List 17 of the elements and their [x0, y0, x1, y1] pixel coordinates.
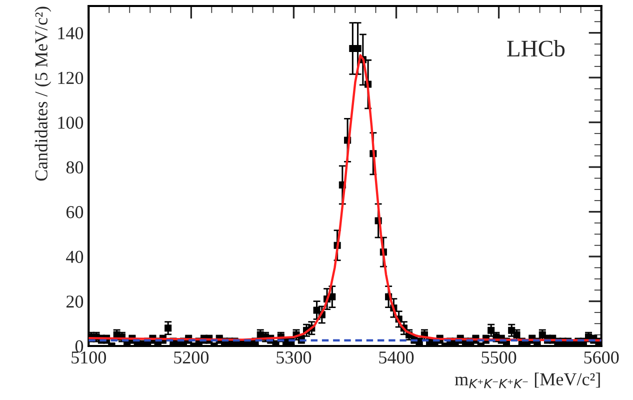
y-tick-label: 40 [66, 250, 84, 263]
x-tick-label: 5400 [379, 351, 414, 364]
annotation: LHCb [507, 40, 565, 57]
y-tick-label: 120 [58, 72, 84, 84]
y-tick-label: 100 [58, 116, 84, 129]
x-axis-title: m$_{K⁺K⁻K⁺K⁻}$ [MeV/c²] [454, 372, 600, 388]
x-tick-label: 5200 [174, 351, 209, 364]
y-tick-label: 0 [75, 340, 84, 352]
y-tick-label: 80 [66, 161, 84, 174]
x-tick-label: 5500 [482, 351, 516, 364]
x-tick-label: 5100 [72, 351, 106, 364]
y-tick-label: 20 [66, 296, 84, 308]
x-tick-label: 5300 [276, 351, 312, 364]
y-tick-label: 60 [66, 206, 84, 218]
y-tick-label: 140 [58, 27, 84, 40]
y-axis-title: Candidates / (5 MeV/c²) [34, 6, 52, 181]
x-tick-label: 5600 [584, 351, 619, 364]
